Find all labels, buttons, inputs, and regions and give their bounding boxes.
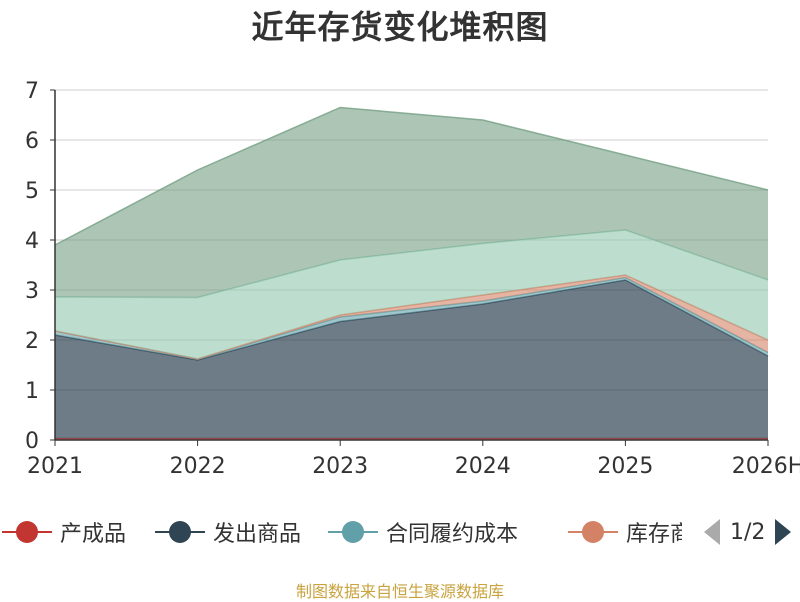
legend-page-indicator: 1/2 — [730, 519, 766, 545]
chart-title: 近年存货变化堆积图 — [251, 8, 549, 46]
legend-marker-icon — [2, 521, 52, 543]
legend-next-icon[interactable] — [773, 517, 793, 547]
legend-item[interactable]: 库存商品 — [568, 512, 682, 552]
x-tick-label: 2025 — [597, 454, 653, 479]
x-tick-label: 2023 — [312, 454, 368, 479]
legend-marker-icon — [568, 521, 618, 543]
y-tick-label: 0 — [25, 429, 39, 454]
y-tick-label: 6 — [25, 129, 39, 154]
line-series-5 — [54, 106, 769, 246]
legend-label: 合同履约成本 — [386, 522, 519, 547]
legend-item[interactable]: 合同履约成本 — [328, 512, 518, 552]
y-tick-label: 5 — [25, 179, 39, 204]
y-tick-label: 4 — [25, 229, 39, 254]
area-series-1 — [55, 280, 768, 439]
legend-marker-icon — [328, 521, 378, 543]
legend-items: 产成品 发出商品 合同履约成本 库存商品 — [0, 512, 682, 552]
x-tick-label: 2021 — [27, 454, 83, 479]
legend-label: 库存商品 — [626, 522, 682, 547]
axis-layer: 0 1 2 3 4 5 6 7 2021 2022 2023 2024 2025 2026H — [25, 79, 800, 479]
y-tick-label: 2 — [25, 329, 39, 354]
legend-item[interactable]: 产成品 — [2, 512, 126, 552]
x-tick-label: 2024 — [455, 454, 511, 479]
legend-item[interactable]: 发出商品 — [155, 512, 301, 552]
data-source: 制图数据来自恒生聚源数据库 — [295, 582, 504, 601]
y-tick-label: 3 — [25, 279, 39, 304]
x-tick-label: 2022 — [170, 454, 226, 479]
legend-label: 发出商品 — [213, 522, 302, 547]
area-layer — [54, 106, 769, 440]
area-series-4 — [55, 230, 768, 359]
y-tick-label: 1 — [25, 379, 39, 404]
legend: 产成品 发出商品 合同履约成本 库存商品 1/2 — [0, 512, 800, 552]
legend-label: 产成品 — [60, 522, 127, 547]
legend-pager: 1/2 — [702, 512, 793, 552]
x-tick-label: 2026H — [732, 454, 800, 479]
y-tick-label: 7 — [25, 79, 39, 104]
legend-marker-icon — [155, 521, 205, 543]
legend-prev-icon[interactable] — [702, 517, 722, 547]
